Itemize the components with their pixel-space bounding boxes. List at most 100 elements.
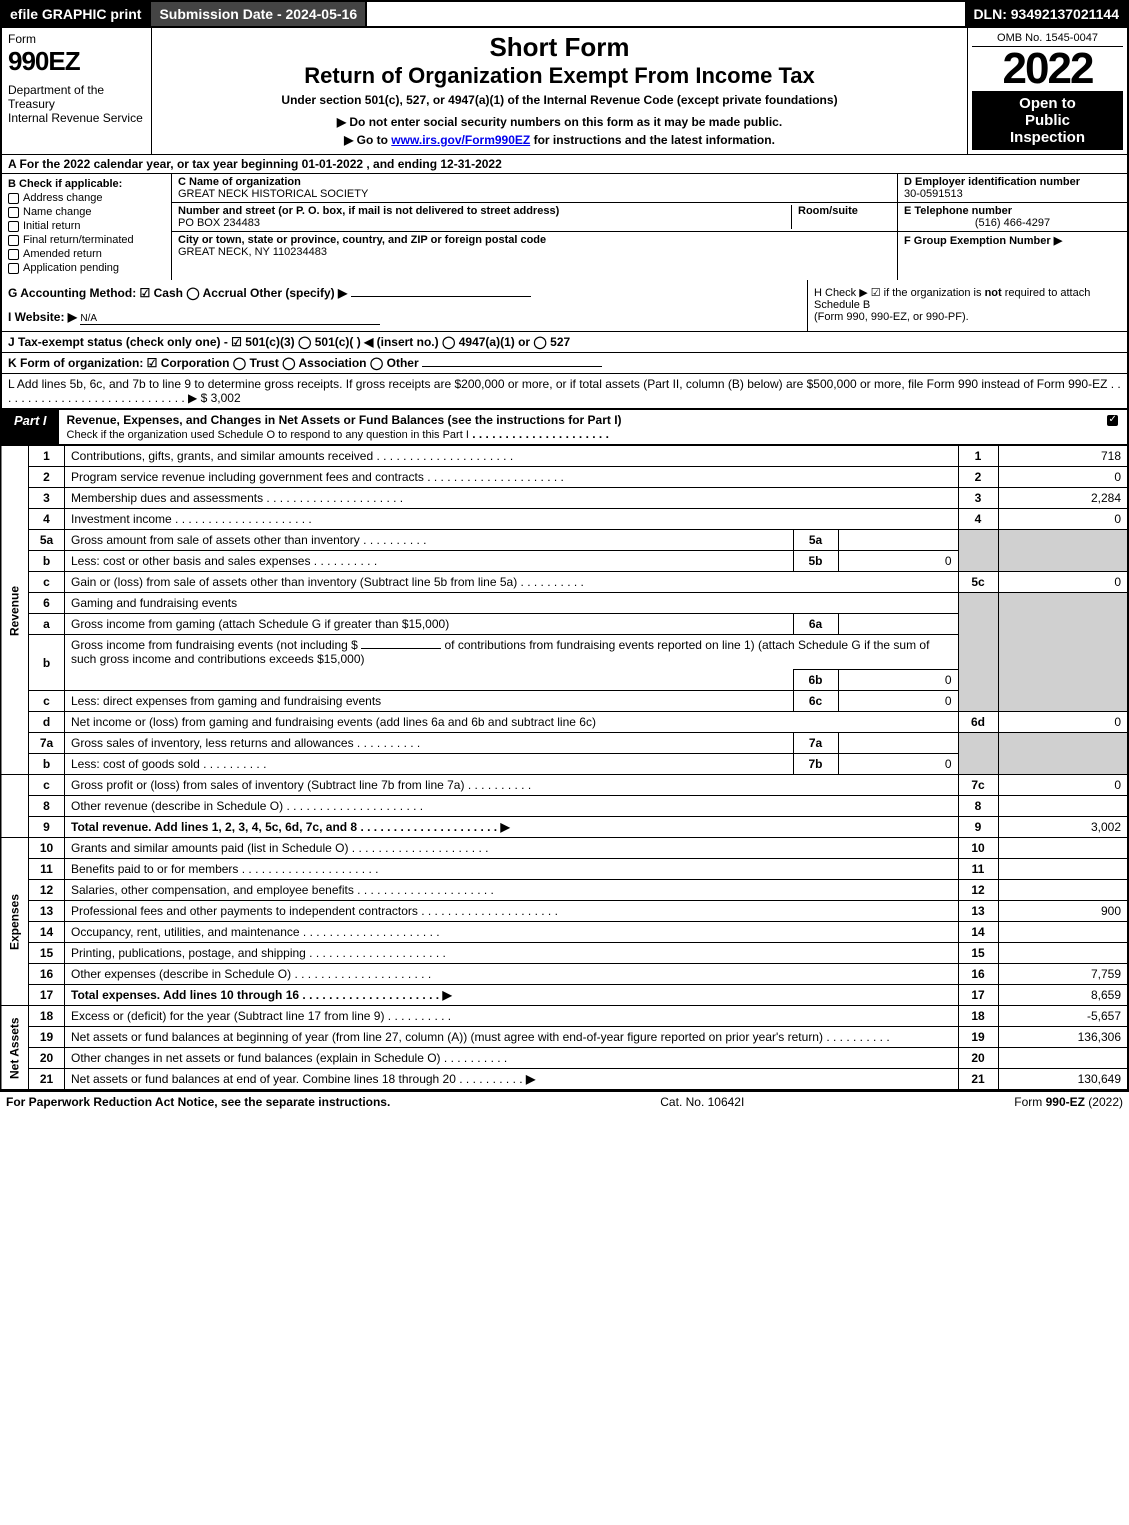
col-b-header: B Check if applicable: bbox=[8, 178, 165, 190]
group-exemption-label: F Group Exemption Number ▶ bbox=[904, 235, 1062, 247]
line-desc: Membership dues and assessments bbox=[65, 488, 959, 509]
line-desc: Excess or (deficit) for the year (Subtra… bbox=[65, 1006, 959, 1027]
chk-application-pending[interactable]: Application pending bbox=[8, 262, 165, 274]
line-number: 8 bbox=[29, 796, 65, 817]
sublabel: 6c bbox=[793, 691, 838, 712]
subvalue bbox=[838, 530, 958, 551]
chk-label: Address change bbox=[23, 192, 103, 204]
line-number: 1 bbox=[29, 446, 65, 467]
row-h-not: not bbox=[985, 287, 1002, 299]
line-desc: Benefits paid to or for members bbox=[65, 859, 959, 880]
chk-label: Application pending bbox=[23, 262, 119, 274]
line-desc: Gross profit or (loss) from sales of inv… bbox=[65, 775, 959, 796]
part-1-tab: Part I bbox=[2, 410, 59, 444]
line-desc: Net assets or fund balances at beginning… bbox=[65, 1027, 959, 1048]
row-l-amount: 3,002 bbox=[211, 391, 241, 405]
efile-print-button[interactable]: efile GRAPHIC print bbox=[2, 2, 149, 26]
year-block: OMB No. 1545-0047 2022 Open to Public In… bbox=[967, 28, 1127, 154]
table-row: 16 Other expenses (describe in Schedule … bbox=[1, 964, 1128, 985]
line-idx: 3 bbox=[958, 488, 998, 509]
line-number: 5a bbox=[29, 530, 65, 551]
line-idx: 20 bbox=[958, 1048, 998, 1069]
chk-label: Initial return bbox=[23, 220, 80, 232]
line-idx: 10 bbox=[958, 838, 998, 859]
row-l-gross-receipts: L Add lines 5b, 6c, and 7b to line 9 to … bbox=[0, 374, 1129, 409]
line-number: 7a bbox=[29, 733, 65, 754]
phone-label: E Telephone number bbox=[904, 205, 1012, 217]
line-idx: 16 bbox=[958, 964, 998, 985]
table-row: 11 Benefits paid to or for members 11 bbox=[1, 859, 1128, 880]
irs-label: Internal Revenue Service bbox=[8, 111, 145, 125]
table-row: 19 Net assets or fund balances at beginn… bbox=[1, 1027, 1128, 1048]
line-idx: 18 bbox=[958, 1006, 998, 1027]
irs-link[interactable]: www.irs.gov/Form990EZ bbox=[391, 133, 530, 147]
website-label: I Website: ▶ bbox=[8, 310, 77, 324]
chk-final-return[interactable]: Final return/terminated bbox=[8, 234, 165, 246]
table-row: 15 Printing, publications, postage, and … bbox=[1, 943, 1128, 964]
line-idx: 21 bbox=[958, 1069, 998, 1090]
accounting-website: G Accounting Method: ☑ Cash ◯ Accrual Ot… bbox=[2, 280, 807, 331]
line-number: c bbox=[29, 572, 65, 593]
form-header: Form 990EZ Department of the Treasury In… bbox=[0, 28, 1129, 154]
chk-name-change[interactable]: Name change bbox=[8, 206, 165, 218]
arrow-icon: ▶ bbox=[526, 1072, 535, 1086]
part-1-checkbox[interactable] bbox=[1097, 410, 1127, 444]
table-row: 5a Gross amount from sale of assets othe… bbox=[1, 530, 1128, 551]
line-idx: 8 bbox=[958, 796, 998, 817]
line-number: 2 bbox=[29, 467, 65, 488]
table-row: 12 Salaries, other compensation, and emp… bbox=[1, 880, 1128, 901]
line-number: 21 bbox=[29, 1069, 65, 1090]
line-desc: Total revenue. Add lines 1, 2, 3, 4, 5c,… bbox=[65, 817, 959, 838]
line-number: 6 bbox=[29, 593, 65, 614]
part-1-title: Revenue, Expenses, and Changes in Net As… bbox=[59, 410, 1097, 444]
checkbox-icon bbox=[8, 221, 19, 232]
goto-pre: ▶ Go to bbox=[344, 133, 391, 147]
ein-value: 30-0591513 bbox=[904, 188, 963, 200]
shaded-cell bbox=[998, 593, 1128, 712]
street-cell: Number and street (or P. O. box, if mail… bbox=[172, 203, 897, 232]
dln: DLN: 93492137021144 bbox=[965, 2, 1127, 26]
row-h-text3: (Form 990, 990-EZ, or 990-PF). bbox=[814, 311, 969, 323]
line-idx: 2 bbox=[958, 467, 998, 488]
line-desc: Contributions, gifts, grants, and simila… bbox=[65, 446, 959, 467]
sublabel: 6b bbox=[793, 670, 838, 691]
open-line2: Public bbox=[974, 112, 1121, 129]
row-a-tax-year: A For the 2022 calendar year, or tax yea… bbox=[0, 154, 1129, 174]
other-org-field[interactable] bbox=[422, 366, 602, 367]
line-idx: 13 bbox=[958, 901, 998, 922]
chk-address-change[interactable]: Address change bbox=[8, 192, 165, 204]
subvalue: 0 bbox=[838, 691, 958, 712]
chk-amended-return[interactable]: Amended return bbox=[8, 248, 165, 260]
ssn-warning: ▶ Do not enter social security numbers o… bbox=[164, 115, 955, 129]
line-desc: Other expenses (describe in Schedule O) bbox=[65, 964, 959, 985]
shaded-cell bbox=[958, 733, 998, 775]
line-number: 19 bbox=[29, 1027, 65, 1048]
line-desc: Gross sales of inventory, less returns a… bbox=[65, 733, 794, 754]
line-value: -5,657 bbox=[998, 1006, 1128, 1027]
sublabel: 6a bbox=[793, 614, 838, 635]
phone-cell: E Telephone number (516) 466-4297 bbox=[898, 203, 1127, 232]
open-to-public: Open to Public Inspection bbox=[972, 91, 1123, 150]
other-specify-field[interactable] bbox=[351, 296, 531, 297]
subvalue: 0 bbox=[838, 670, 958, 691]
chk-initial-return[interactable]: Initial return bbox=[8, 220, 165, 232]
line-value bbox=[998, 943, 1128, 964]
checkbox-icon bbox=[8, 207, 19, 218]
org-name: GREAT NECK HISTORICAL SOCIETY bbox=[178, 188, 368, 200]
row-k-text: K Form of organization: ☑ Corporation ◯ … bbox=[8, 356, 419, 370]
sublabel: 5a bbox=[793, 530, 838, 551]
revenue-sidelabel: Revenue bbox=[1, 446, 29, 775]
footer-right: Form 990-EZ (2022) bbox=[1014, 1095, 1123, 1109]
line-desc: Other revenue (describe in Schedule O) bbox=[65, 796, 959, 817]
form-number: 990EZ bbox=[8, 46, 145, 77]
subvalue: 0 bbox=[838, 551, 958, 572]
form-id-block: Form 990EZ Department of the Treasury In… bbox=[2, 28, 152, 154]
part-1-header: Part I Revenue, Expenses, and Changes in… bbox=[0, 409, 1129, 445]
group-exemption-cell: F Group Exemption Number ▶ bbox=[898, 232, 1127, 249]
blank-field[interactable] bbox=[361, 648, 441, 649]
org-name-label: C Name of organization bbox=[178, 176, 301, 188]
ein-cell: D Employer identification number 30-0591… bbox=[898, 174, 1127, 203]
line-desc: Gross income from fundraising events (no… bbox=[65, 635, 959, 670]
street-value: PO BOX 234483 bbox=[178, 217, 260, 229]
table-row: 2 Program service revenue including gove… bbox=[1, 467, 1128, 488]
